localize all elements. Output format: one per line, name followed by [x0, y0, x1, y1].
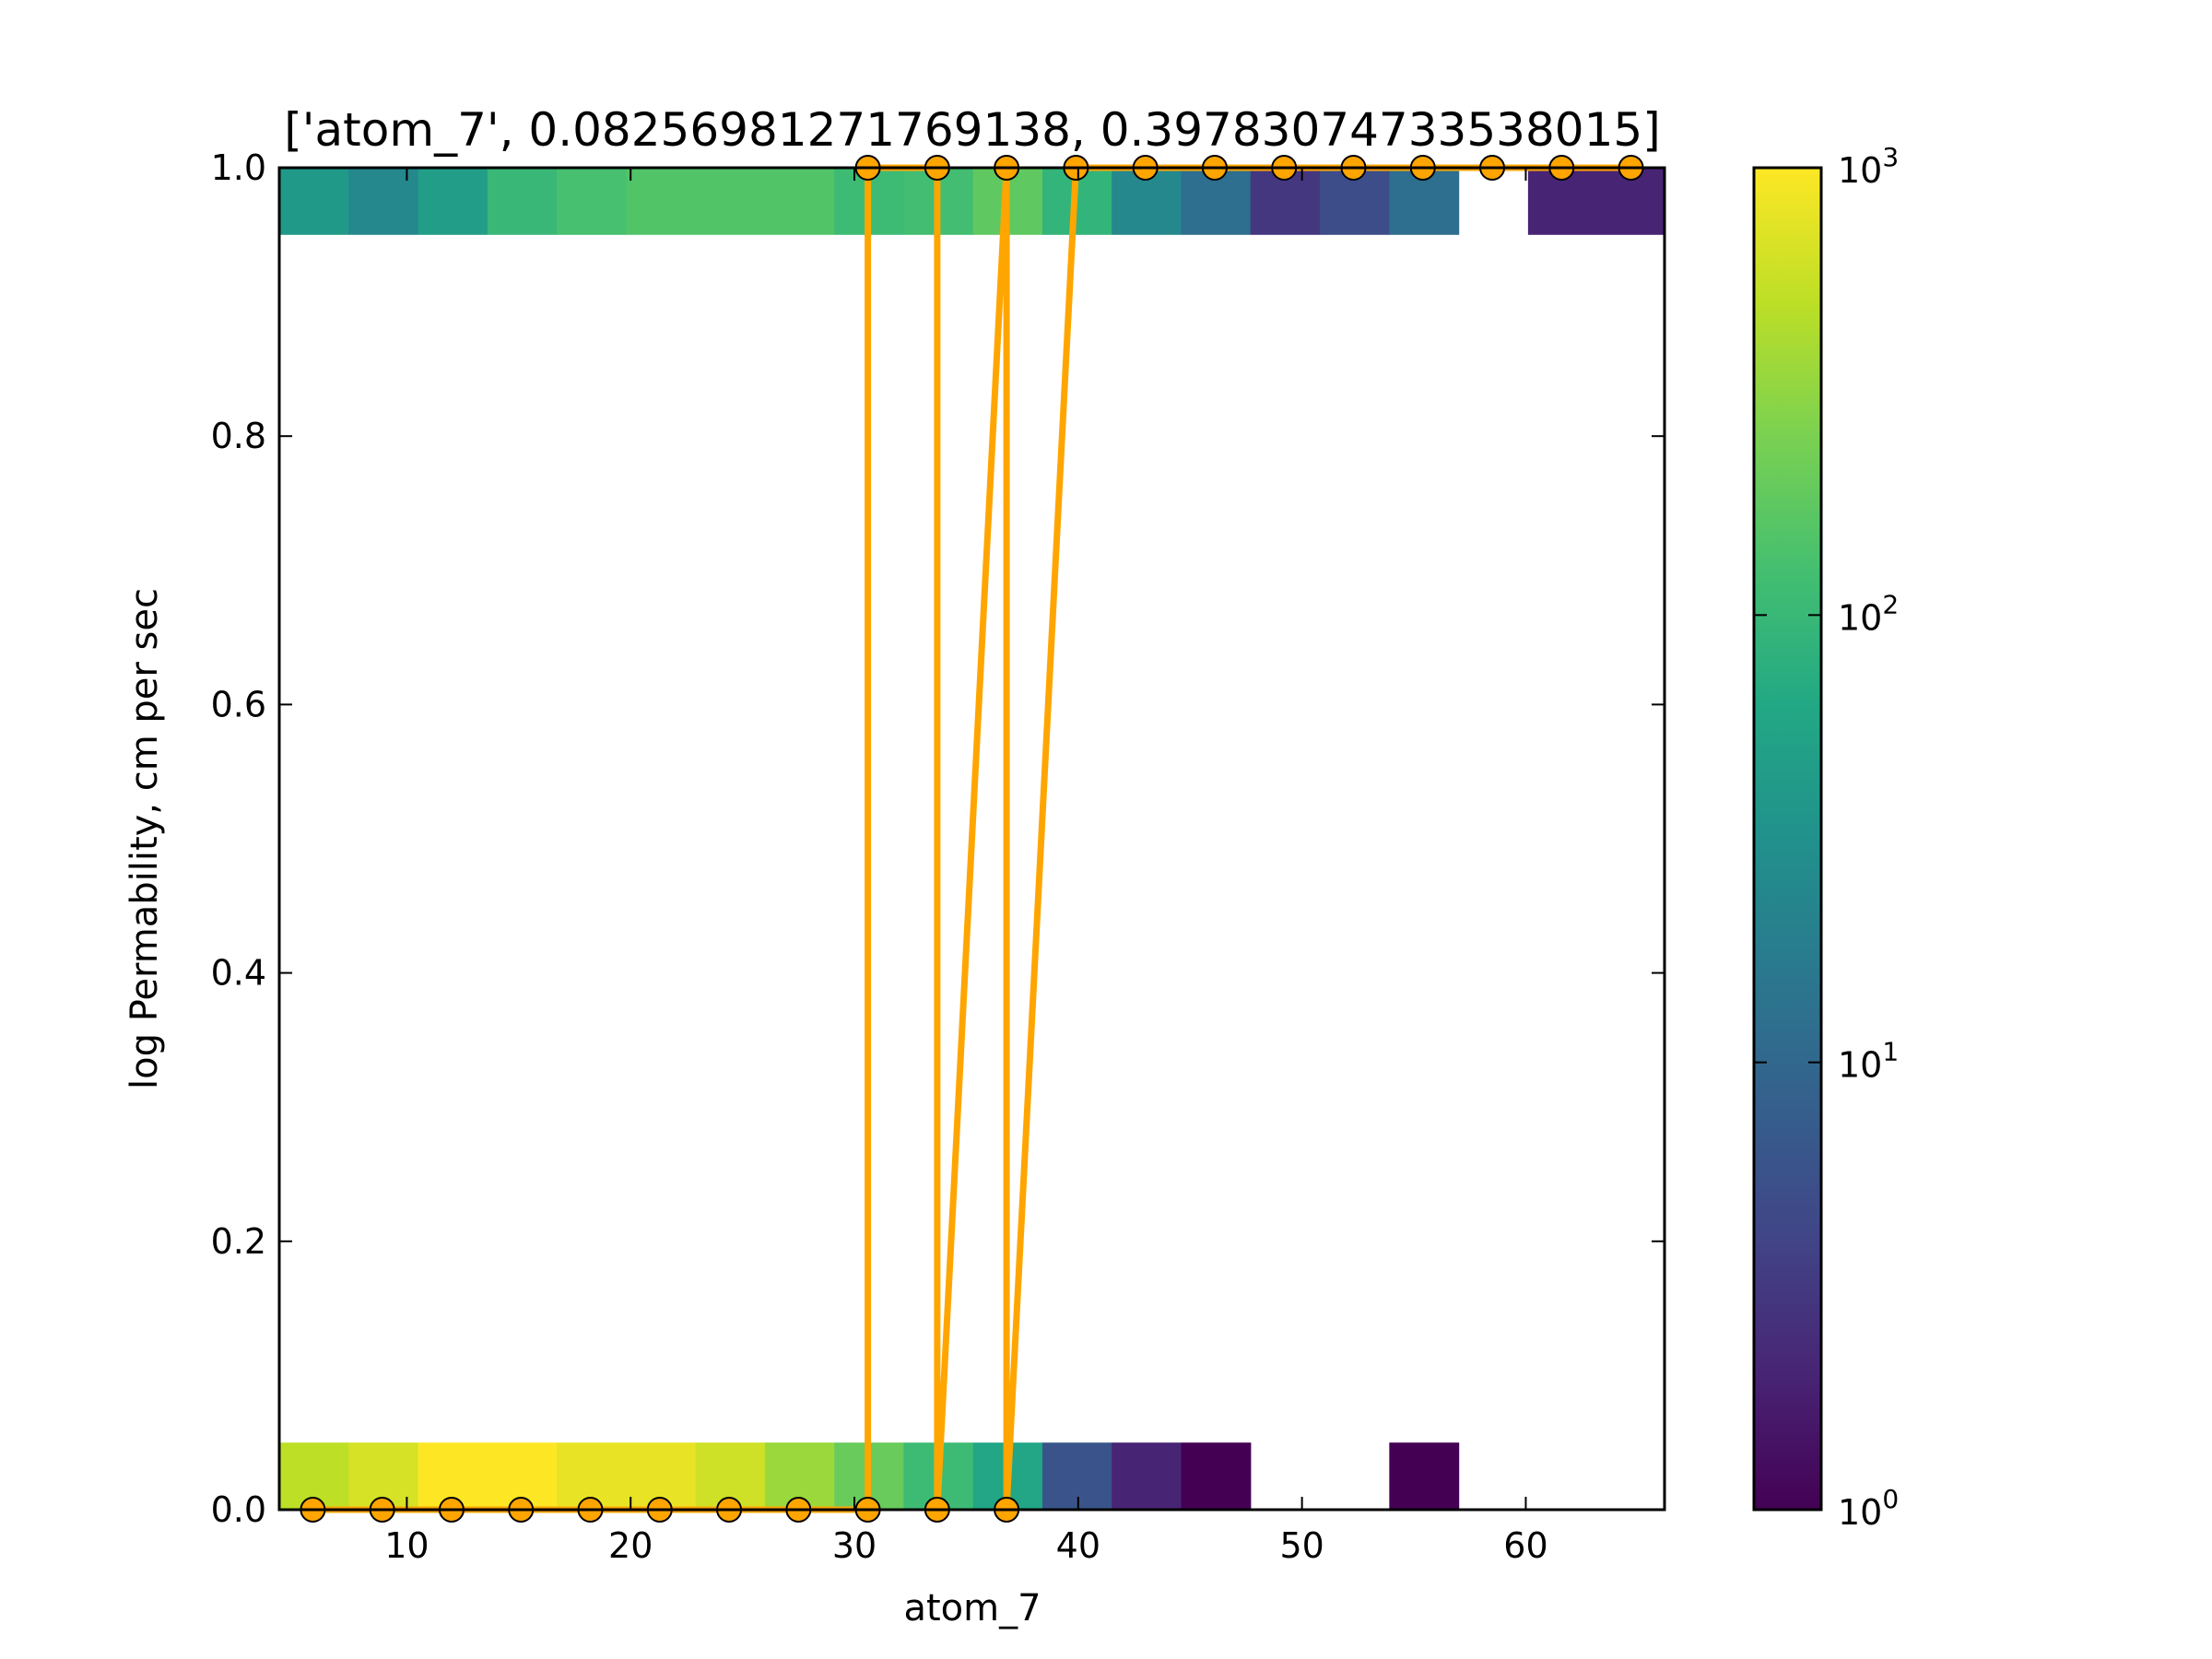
colorbar	[1752, 166, 1823, 1512]
heatmap-cell-top	[279, 168, 349, 235]
colorbar-tick-label: 100	[1838, 1484, 1899, 1533]
heatmap-cell-top	[487, 168, 558, 235]
heatmap-cell-top	[626, 168, 697, 235]
x-tick-label: 10	[384, 1525, 429, 1566]
y-tick-label: 0.6	[211, 684, 266, 724]
heatmap-cell-top	[695, 168, 766, 235]
colorbar-tick-label: 103	[1838, 142, 1899, 191]
x-axis-label: atom_7	[903, 1587, 1041, 1630]
y-tick-label: 0.0	[211, 1489, 266, 1530]
heatmap-cell-top	[348, 168, 419, 235]
y-axis-ticks: 0.0 0.2 0.4 0.6 0.8 1.0	[211, 147, 1665, 1530]
x-tick-label: 20	[608, 1525, 653, 1566]
heatmap-cell-bottom	[1389, 1442, 1460, 1510]
heatmap-cell-top	[557, 168, 627, 235]
y-tick-label: 0.4	[211, 953, 266, 994]
x-tick-label: 50	[1279, 1525, 1324, 1566]
x-tick-label: 30	[832, 1525, 877, 1566]
colorbar-tick-label: 101	[1838, 1037, 1899, 1086]
x-axis-ticks: 10 20 30 40 50 60	[384, 168, 1548, 1566]
chart-title: ['atom_7', 0.08256981271769138, 0.397830…	[284, 103, 1660, 157]
y-tick-label: 0.2	[211, 1221, 266, 1262]
heatmap-cell-top	[764, 168, 835, 235]
heatmap-cell-bottom	[1181, 1442, 1252, 1510]
y-axis-label: log Permability, cm per sec	[124, 588, 166, 1089]
colorbar-tick-label: 102	[1838, 589, 1899, 638]
x-tick-label: 40	[1056, 1525, 1100, 1566]
heatmap-cell-top	[418, 168, 488, 235]
x-tick-label: 60	[1503, 1525, 1547, 1566]
y-tick-label: 0.8	[211, 416, 266, 456]
plot-frame	[277, 166, 1666, 1512]
heatmap-cell-bottom	[1112, 1442, 1182, 1510]
y-tick-label: 1.0	[211, 147, 266, 188]
